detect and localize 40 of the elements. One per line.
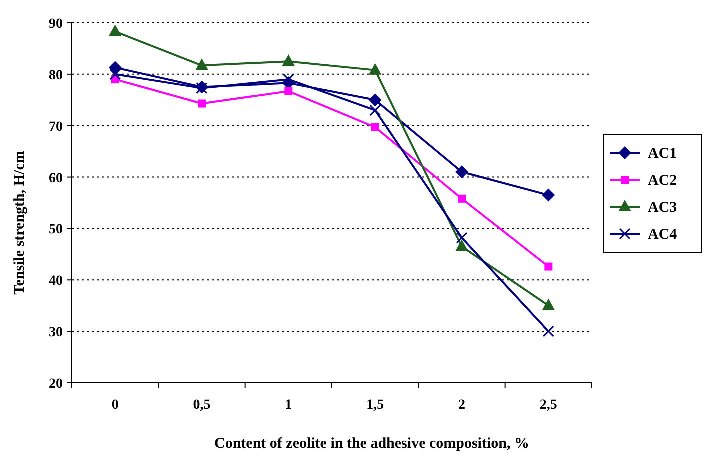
x-tick-label: 1,5 [366, 398, 384, 413]
point [110, 68, 122, 80]
legend-label: AC3 [648, 200, 678, 216]
point [542, 326, 554, 338]
point [542, 299, 555, 310]
y-tick-label: 30 [49, 326, 63, 341]
legend-label: AC1 [648, 146, 678, 162]
y-tick-label: 50 [49, 222, 63, 238]
point [369, 64, 382, 75]
point [282, 55, 295, 66]
x-tick-label: 2 [458, 398, 466, 413]
x-axis-title: Content of zeolite in the adhesive composition, % [214, 436, 530, 452]
point [542, 188, 556, 202]
y-tick-label: 60 [49, 171, 63, 186]
point [371, 123, 380, 132]
y-tick-label: 20 [49, 377, 63, 392]
point [458, 194, 466, 203]
x-tick-label: 1 [285, 398, 292, 413]
y-tick-label: 80 [49, 68, 63, 84]
y-tick-label: 70 [49, 120, 63, 135]
point [284, 87, 293, 96]
point [370, 104, 382, 116]
x-tick-label: 2,5 [540, 398, 558, 413]
point [544, 262, 553, 271]
point [109, 25, 122, 36]
legend-label: AC4 [648, 227, 678, 243]
point [456, 240, 468, 252]
y-axis-title: Tensile strength, H/cm [12, 150, 28, 295]
y-tick-label: 40 [49, 274, 63, 290]
point [108, 61, 122, 74]
point [456, 232, 468, 244]
legend-label: AC2 [648, 173, 678, 189]
y-tick-label: 90 [49, 17, 63, 32]
point [198, 100, 206, 108]
x-tick-label: 0 [112, 398, 119, 413]
point [282, 74, 294, 86]
point [456, 166, 468, 179]
x-tick-label: 0,5 [193, 398, 211, 413]
point [368, 94, 382, 107]
point [196, 59, 208, 70]
